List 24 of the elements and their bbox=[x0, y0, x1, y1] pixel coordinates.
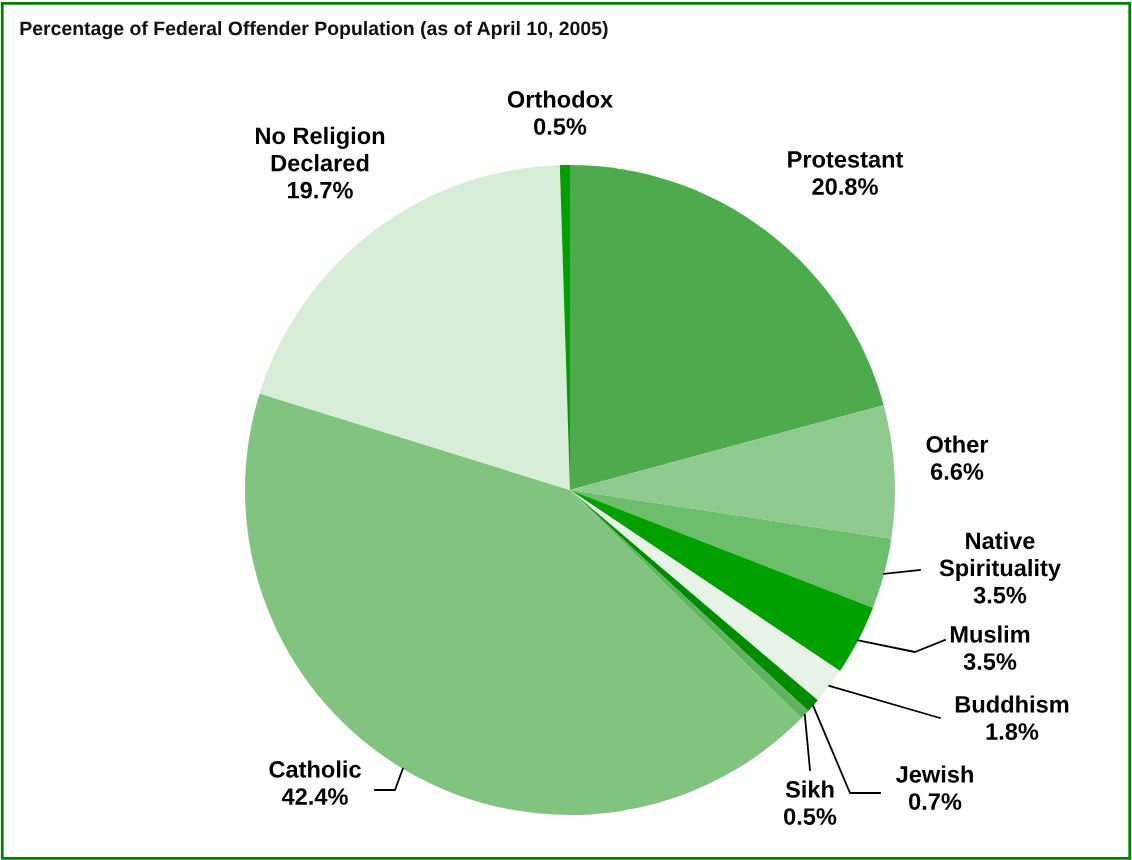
data-label: 6.6% bbox=[930, 463, 984, 480]
pie-slice bbox=[570, 490, 892, 608]
data-label: 0.7% bbox=[909, 793, 962, 810]
data-label: 3.5% bbox=[963, 653, 1017, 670]
data-label: 0.5% bbox=[534, 118, 587, 135]
chart-title: Percentage of Federal Offender Population (as of April 10, 2005) bbox=[20, 20, 608, 40]
data-label: 42.4% bbox=[281, 788, 348, 805]
data-label: 1.8% bbox=[986, 723, 1039, 740]
slice-label: Muslim bbox=[950, 625, 1030, 643]
data-label: 0.5% bbox=[784, 808, 837, 825]
data-label: 3.5% bbox=[973, 586, 1027, 604]
pie-slice bbox=[570, 490, 873, 671]
pie-slice bbox=[570, 405, 895, 539]
slice-label: Protestant bbox=[788, 151, 904, 168]
slice-label: Native Spirituality bbox=[939, 531, 1061, 581]
slice-label: Other bbox=[926, 435, 989, 453]
slice-label: Orthodox bbox=[507, 90, 613, 108]
slice-label: Sikh bbox=[785, 780, 834, 798]
slice-label: Catholic bbox=[269, 760, 361, 778]
slice-label: No Religion Declared bbox=[256, 126, 385, 172]
slice-label: Jewish bbox=[895, 765, 973, 783]
data-label: 20.8% bbox=[812, 178, 878, 195]
data-label: 19.7% bbox=[288, 181, 353, 199]
slice-label: Buddhism bbox=[955, 695, 1069, 713]
